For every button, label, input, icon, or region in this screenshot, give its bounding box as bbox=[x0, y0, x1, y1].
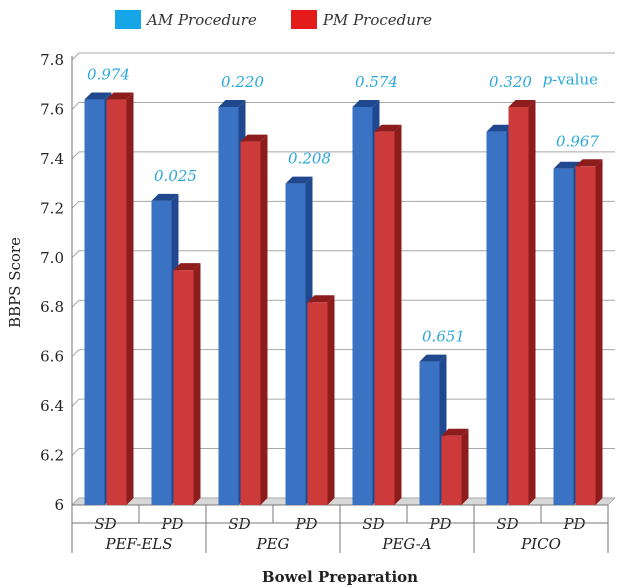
bar-am-top bbox=[352, 99, 380, 107]
y-tick-label: 6.6 bbox=[40, 348, 64, 366]
bar-pm bbox=[575, 159, 603, 506]
legend-item-am: AM Procedure bbox=[115, 10, 257, 29]
y-tick-label: 6.8 bbox=[40, 298, 64, 316]
bar-am-top bbox=[419, 354, 447, 362]
legend-label-am: AM Procedure bbox=[147, 10, 257, 29]
p-value-label: 0.967 bbox=[556, 132, 599, 150]
x-tick-label: PD bbox=[294, 515, 317, 533]
bar-pm-top bbox=[240, 134, 268, 142]
p-value-label: 0.574 bbox=[355, 73, 398, 91]
bar-am-top bbox=[285, 176, 313, 184]
bar-pm-face bbox=[441, 435, 462, 505]
bar-am-top bbox=[218, 99, 246, 107]
bar-pm-face bbox=[508, 106, 529, 505]
x-tick-label: SD bbox=[94, 515, 116, 533]
bar-am-face bbox=[285, 183, 306, 505]
bar-am-face bbox=[553, 168, 574, 505]
bar-pm bbox=[106, 92, 134, 506]
y-gridline bbox=[71, 101, 615, 110]
y-tick-label: 7.8 bbox=[40, 51, 64, 69]
bar-am-face bbox=[84, 99, 105, 506]
y-gridline bbox=[71, 349, 615, 358]
bar-am-top bbox=[553, 161, 581, 169]
y-gridline bbox=[71, 52, 615, 61]
bar-pm bbox=[307, 295, 335, 505]
bar-pm-side bbox=[528, 99, 536, 505]
y-tick-label: 7.2 bbox=[40, 199, 64, 217]
bar-am-face bbox=[151, 200, 172, 505]
bar-am-face bbox=[419, 361, 440, 505]
bar-pm bbox=[240, 134, 268, 506]
legend-swatch-pm bbox=[290, 10, 317, 29]
bar-pm-face bbox=[575, 166, 596, 506]
p-value-label: 0.220 bbox=[221, 73, 264, 91]
bar-pm-side bbox=[595, 159, 603, 506]
bar-pm-top bbox=[374, 124, 402, 132]
legend-item-pm: PM Procedure bbox=[290, 10, 432, 29]
y-tick-label: 7.0 bbox=[40, 249, 64, 267]
p-value-label: 0.974 bbox=[87, 66, 130, 84]
x-group-label: PEG-A bbox=[381, 535, 431, 553]
bar-pm-face bbox=[307, 302, 328, 505]
bar-am-top bbox=[486, 124, 514, 132]
legend-swatch-am bbox=[115, 10, 141, 29]
p-value-label: 0.208 bbox=[288, 150, 331, 168]
chart-legend: AM Procedure PM Procedure bbox=[115, 10, 432, 29]
bar-pm-side bbox=[260, 134, 268, 506]
bar-pm-top bbox=[441, 428, 469, 436]
p-value-label: 0.651 bbox=[422, 328, 465, 346]
y-gridline bbox=[71, 299, 615, 308]
x-tick-label: SD bbox=[496, 515, 518, 533]
p-value-legend-label: p-value bbox=[543, 71, 599, 89]
bar-pm-top bbox=[508, 99, 536, 107]
bar-pm-side bbox=[461, 428, 469, 505]
y-gridline bbox=[71, 200, 615, 209]
bar-pm-face bbox=[106, 99, 127, 506]
legend-label-pm: PM Procedure bbox=[322, 10, 432, 29]
y-tick-label: 7.4 bbox=[40, 150, 64, 168]
y-tick-label: 6.4 bbox=[40, 397, 64, 415]
y-tick-label: 6 bbox=[54, 496, 64, 514]
bar-pm-face bbox=[173, 270, 194, 505]
bar-am-face bbox=[486, 131, 507, 505]
x-tick-label: PD bbox=[428, 515, 451, 533]
y-gridline bbox=[71, 250, 615, 259]
y-axis-title: BBPS Score bbox=[6, 237, 24, 328]
bar-pm bbox=[508, 99, 536, 505]
bar-pm-top bbox=[307, 295, 335, 303]
bar-pm-side bbox=[193, 263, 201, 505]
x-tick-label: PD bbox=[160, 515, 183, 533]
y-gridline bbox=[71, 151, 615, 160]
bar-pm-side bbox=[327, 295, 335, 505]
x-tick-label: SD bbox=[362, 515, 384, 533]
x-group-label: PEF-ELS bbox=[104, 535, 172, 553]
p-value-label: 0.025 bbox=[154, 167, 197, 185]
bar-am bbox=[419, 354, 447, 505]
bar-pm bbox=[173, 263, 201, 505]
x-tick-label: PD bbox=[562, 515, 585, 533]
bar-am-top bbox=[151, 193, 179, 201]
y-tick-label: 6.2 bbox=[40, 447, 64, 465]
y-tick-label: 7.6 bbox=[40, 100, 64, 118]
bar-pm bbox=[374, 124, 402, 505]
bar-pm bbox=[441, 428, 469, 505]
bar-pm-face bbox=[240, 141, 261, 506]
bar-pm-top bbox=[173, 263, 201, 271]
bar-am-face bbox=[352, 106, 373, 505]
x-tick-label: SD bbox=[228, 515, 250, 533]
bar-pm-side bbox=[394, 124, 402, 505]
bar-pm-side bbox=[126, 92, 134, 506]
x-axis-title: Bowel Preparation bbox=[262, 568, 418, 586]
bar-pm-top bbox=[106, 92, 134, 100]
bar-pm-top bbox=[575, 159, 603, 167]
x-group-label: PICO bbox=[520, 535, 561, 553]
p-value-label: 0.320 bbox=[489, 73, 532, 91]
bar-am-top bbox=[84, 92, 112, 100]
x-group-label: PEG bbox=[255, 535, 289, 553]
bar-pm-face bbox=[374, 131, 395, 505]
bar-am-face bbox=[218, 106, 239, 505]
